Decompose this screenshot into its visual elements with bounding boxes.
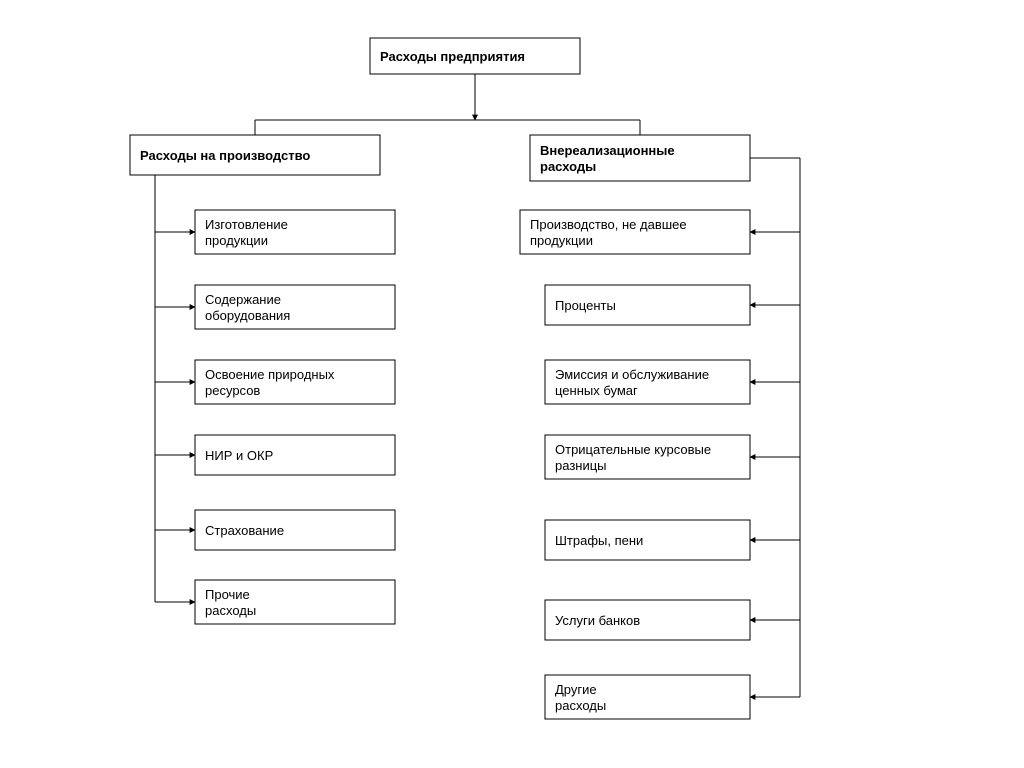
node-p2: Содержаниеоборудования [195, 285, 395, 329]
node-label-n6-0: Услуги банков [555, 613, 640, 628]
node-label-n5-0: Штрафы, пени [555, 533, 643, 548]
node-label-nonop-0: Внереализационные [540, 143, 675, 158]
node-label-p3-0: Освоение природных [205, 367, 335, 382]
node-p6: Прочиерасходы [195, 580, 395, 624]
node-n4: Отрицательные курсовыеразницы [545, 435, 750, 479]
node-root: Расходы предприятия [370, 38, 580, 74]
node-n1: Производство, не давшеепродукции [520, 210, 750, 254]
node-p5: Страхование [195, 510, 395, 550]
node-label-n3-0: Эмиссия и обслуживание [555, 367, 709, 382]
node-label-n4-0: Отрицательные курсовые [555, 442, 711, 457]
node-label-p1-1: продукции [205, 233, 268, 248]
node-p4: НИР и ОКР [195, 435, 395, 475]
node-label-p1-0: Изготовление [205, 217, 288, 232]
node-label-n2-0: Проценты [555, 298, 616, 313]
node-label-p3-1: ресурсов [205, 383, 260, 398]
node-p1: Изготовлениепродукции [195, 210, 395, 254]
node-label-p6-1: расходы [205, 603, 256, 618]
node-label-p5-0: Страхование [205, 523, 284, 538]
node-n7: Другиерасходы [545, 675, 750, 719]
node-label-nonop-1: расходы [540, 159, 596, 174]
node-prod: Расходы на производство [130, 135, 380, 175]
node-label-p6-0: Прочие [205, 587, 250, 602]
node-nonop: Внереализационныерасходы [530, 135, 750, 181]
node-p3: Освоение природныхресурсов [195, 360, 395, 404]
node-label-p4-0: НИР и ОКР [205, 448, 273, 463]
node-n2: Проценты [545, 285, 750, 325]
node-n3: Эмиссия и обслуживаниеценных бумаг [545, 360, 750, 404]
node-label-prod-0: Расходы на производство [140, 148, 310, 163]
node-label-root-0: Расходы предприятия [380, 49, 525, 64]
node-label-p2-0: Содержание [205, 292, 281, 307]
node-label-n7-1: расходы [555, 698, 606, 713]
node-label-n1-1: продукции [530, 233, 593, 248]
node-label-n3-1: ценных бумаг [555, 383, 638, 398]
node-label-p2-1: оборудования [205, 308, 290, 323]
node-n5: Штрафы, пени [545, 520, 750, 560]
node-label-n4-1: разницы [555, 458, 607, 473]
node-label-n1-0: Производство, не давшее [530, 217, 687, 232]
node-n6: Услуги банков [545, 600, 750, 640]
expenses-flowchart: Расходы предприятия Расходы на производст… [0, 0, 1024, 768]
node-label-n7-0: Другие [555, 682, 597, 697]
